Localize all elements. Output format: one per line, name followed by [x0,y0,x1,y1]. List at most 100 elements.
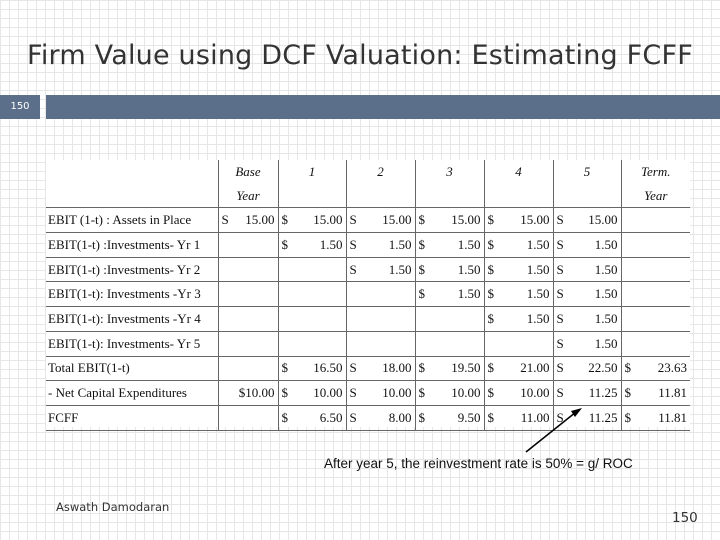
col-subheader: Year [620,183,690,209]
amount: 1.50 [526,236,550,252]
header-bar [46,95,720,119]
col-subheader [414,183,484,209]
value-cell [345,331,415,357]
value-cell: S 18.00 [345,356,415,382]
col-subheader [277,183,346,209]
row-label: EBIT(1-t): Investments -Yr 4 [46,306,218,332]
col-header: 2 [345,160,415,184]
amount: 1.50 [457,261,481,277]
currency-symbol: $ [281,385,289,401]
value-cell [217,232,278,258]
value-cell: $1.50 [277,232,346,258]
currency-symbol: S [349,409,357,425]
value-cell [217,281,278,308]
amount: 15.00 [588,212,618,228]
value-cell [345,306,415,332]
value-cell [217,306,278,332]
table-row: - Net Capital Expenditures $10.00 $10.00 S 1… [46,380,690,406]
amount: 6.50 [319,409,343,425]
slide-title: Firm Value using DCF Valuation: Estimati… [27,40,693,71]
currency-symbol: S [349,385,357,401]
header-row: Base 1 2 3 4 5 Term. [46,160,690,184]
value-cell [414,306,484,332]
currency-symbol: $ [487,310,495,326]
value-cell: $9.50 [414,405,484,431]
currency-symbol: $ [281,409,289,425]
currency-symbol: $ [487,286,495,302]
amount: 9.50 [457,409,481,425]
footer-author: Aswath Damodaran [56,500,170,514]
currency-symbol: $ [487,409,495,425]
col-subheader [483,183,553,209]
value-cell: S 1.50 [552,306,621,332]
value-cell: S 15.00 [345,207,415,234]
table-row: EBIT(1-t): Investments- Yr 5 S 1.50 [46,331,690,357]
value-cell: S 11.25 [552,380,621,406]
currency-symbol: S [556,310,564,326]
row-label: - Net Capital Expenditures [46,380,218,406]
currency-symbol: S [221,212,229,228]
currency-symbol: S [556,236,564,252]
amount: 10.00 [520,385,550,401]
currency-symbol: $ [281,212,289,228]
table-row: Total EBIT(1-t) $16.50 S 18.00 $19.50 $21.00 S… [46,356,690,382]
value-cell [277,331,346,357]
currency-symbol: $ [624,409,632,425]
value-cell: S 11.25 [552,405,621,431]
table-row: EBIT(1-t) :Investments- Yr 1 $1.50 S 1.50 $1… [46,232,690,258]
currency-symbol: $ [487,261,495,277]
value-cell: $11.81 [620,380,690,406]
amount: 11.81 [658,385,687,401]
fcff-table-container: Base 1 2 3 4 5 Term. Year Year EBIT (1-t… [46,160,690,431]
amount: 1.50 [526,261,550,277]
amount: 10.00 [451,385,481,401]
value-cell: S 22.50 [552,356,621,382]
currency-symbol: $ [418,409,426,425]
value-cell: $16.50 [277,356,346,382]
value-cell: $1.50 [414,257,484,283]
currency-symbol: $ [624,360,632,376]
value-cell [217,405,278,431]
amount: 18.00 [382,360,412,376]
row-label: EBIT(1-t): Investments- Yr 5 [46,331,218,357]
currency-symbol: S [349,236,357,252]
value-cell [217,356,278,382]
value-cell [620,331,690,357]
currency-symbol: $ [418,261,426,277]
value-cell: $1.50 [414,281,484,308]
value-cell: $10.00 [483,380,553,406]
slide-number-tab: 150 [0,95,40,119]
col-header: Base [217,160,278,184]
table-row: EBIT(1-t) :Investments- Yr 2 S 1.50 $1.50 $1… [46,257,690,283]
amount: 11.25 [588,385,618,401]
value-cell [620,232,690,258]
currency-symbol: $ [418,286,426,302]
value-cell: S 1.50 [345,232,415,258]
currency-symbol: $ [418,212,426,228]
currency-symbol: $ [624,385,632,401]
amount: 15.00 [245,212,275,228]
currency-symbol: $ [487,360,495,376]
value-cell: $15.00 [483,207,553,234]
amount: 11.25 [588,409,618,425]
value-cell: S 10.00 [345,380,415,406]
subheader-row: Year Year [46,183,690,209]
col-subheader [552,183,621,209]
value-cell [483,331,553,357]
slide-number-bar: 150 [0,95,720,119]
col-subheader [345,183,415,209]
amount: 15.00 [520,212,550,228]
amount: 8.00 [388,409,412,425]
amount: 1.50 [388,261,412,277]
value-cell: $1.50 [483,281,553,308]
value-cell: $15.00 [414,207,484,234]
table-row: FCFF $6.50 S 8.00 $9.50 $11.00 S 11.25 $11.81 [46,405,690,431]
amount: 11.81 [658,409,687,425]
value-cell: S 1.50 [552,232,621,258]
amount: 1.50 [526,310,550,326]
value-cell: S 1.50 [552,257,621,283]
amount: 10.00 [382,385,412,401]
amount: 1.50 [594,310,618,326]
amount: 22.50 [588,360,618,376]
amount: 16.50 [313,360,343,376]
